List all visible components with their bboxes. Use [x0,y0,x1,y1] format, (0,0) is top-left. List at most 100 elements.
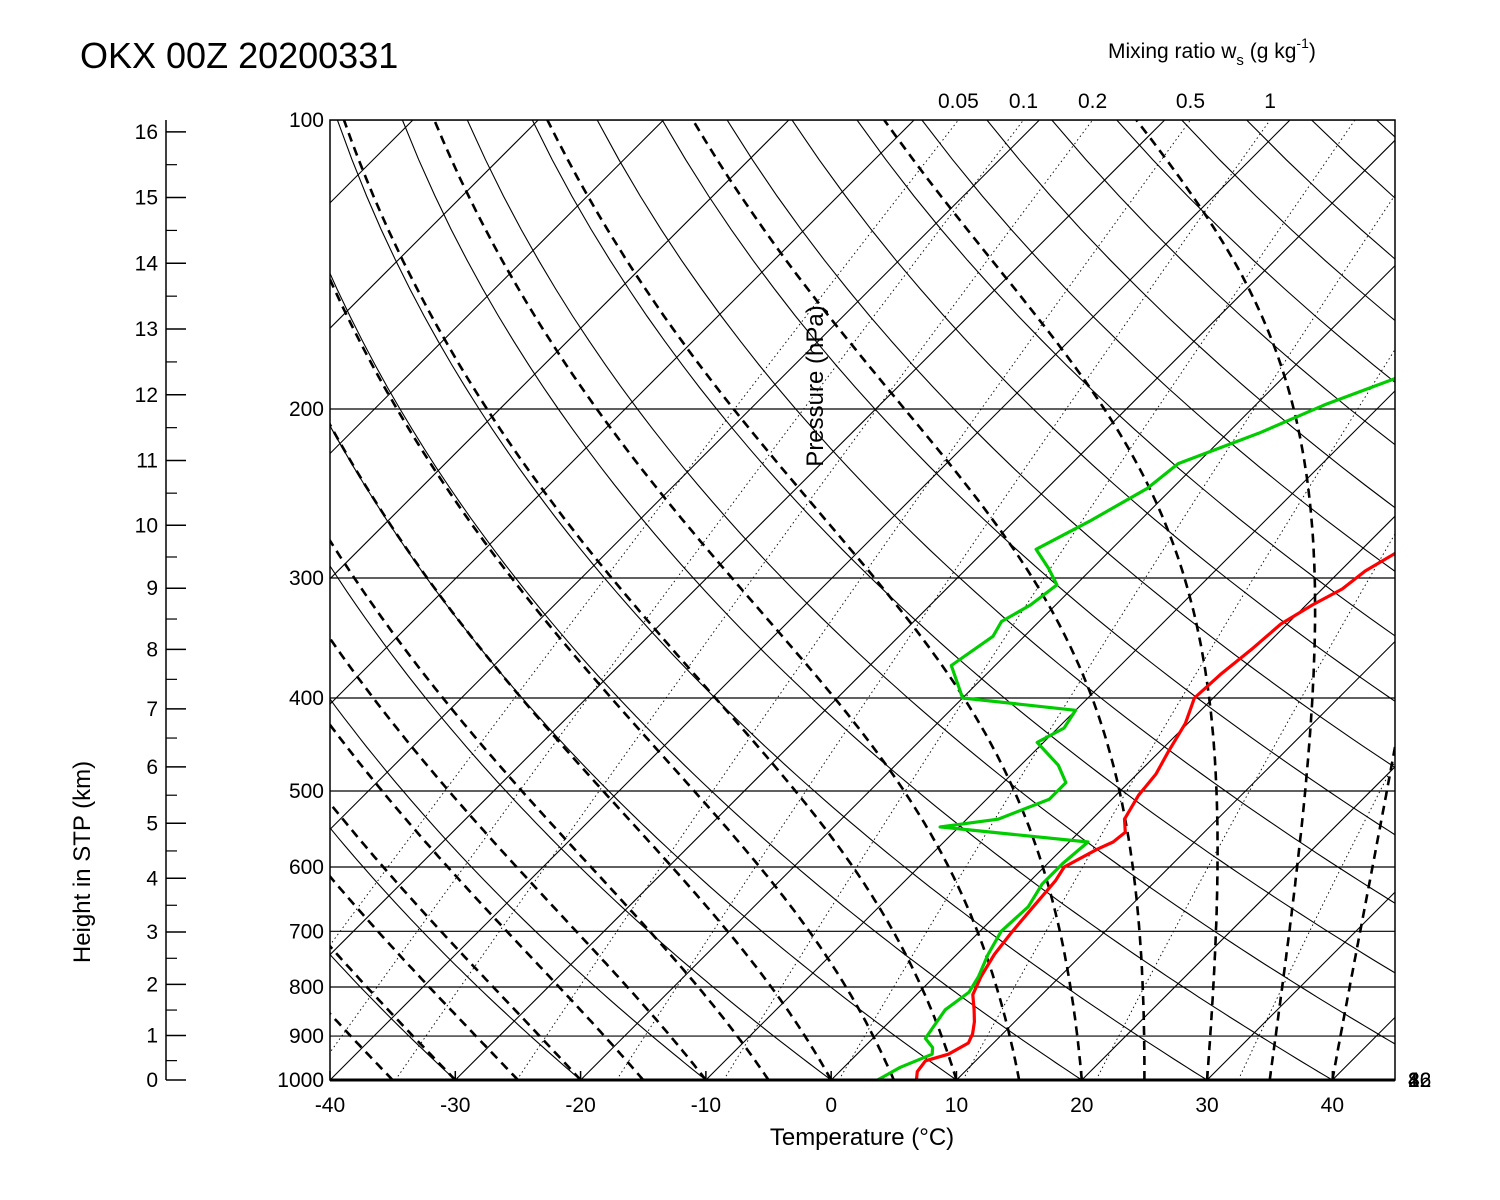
isotherm-line [330,120,1040,831]
dry-adiabat-line [986,120,1395,509]
dry-adiabat-line [1441,120,1500,1080]
dry-adiabat-line [921,120,1395,573]
height-tick-label: 5 [146,812,158,835]
isotherm-line [1206,891,1395,1080]
dry-adiabat-line [726,120,1395,769]
axis-labels: -40 -30 -20 -10 0 10 20 30 401002003004005006007… [135,90,1432,1117]
mixing-ratio-title-text: Mixing ratio w [1108,40,1237,63]
mixing-ratio-top-label: 0.5 [1176,90,1205,113]
x-axis-title: Temperature (°C) [770,1124,954,1151]
pressure-tick-label: 500 [289,780,324,803]
mixing-ratio-title-sub: s [1236,52,1244,69]
x-tick-label: -20 [565,1094,595,1117]
pressure-axis-title: Pressure (hPa) [802,305,829,466]
moist-adiabat-line [330,1011,394,1080]
height-tick-label: 11 [136,450,158,473]
mixing-ratio-title-end: ) [1309,40,1316,63]
moist-adiabat-line [330,276,895,1080]
height-tick-label: 14 [135,252,159,275]
dry-adiabat-line [1246,120,1395,260]
moist-adiabat-line [330,722,645,1080]
isotherm-line [330,120,1166,956]
dry-adiabat-line [401,120,1333,1080]
mixing-ratio-line [1095,533,1395,1080]
mixing-ratio-lines [330,120,1395,1080]
pressure-tick-label: 600 [289,856,324,879]
isotherm-line [330,120,790,580]
moist-adiabat-line [433,120,1021,1080]
isotherm-line [330,120,664,455]
dry-adiabat-line [856,120,1395,637]
height-tick-label: 10 [135,514,158,537]
pressure-tick-label: 200 [289,398,324,421]
height-tick-label: 8 [146,638,158,661]
pressure-tick-label: 900 [289,1025,324,1048]
pressure-tick-label: 700 [289,920,324,943]
moist-adiabat-line [1135,120,1317,1080]
moist-adiabat-line [1331,739,1395,1080]
height-tick-label: 0 [146,1069,158,1092]
isotherm-line [454,139,1395,1080]
isotherm-line [956,640,1395,1080]
dry-adiabat-line [1181,120,1395,322]
height-tick-label: 7 [146,698,158,721]
height-tick-label: 4 [146,867,158,890]
plot-area [0,120,1500,1080]
moist-adiabat-line [546,120,1084,1080]
dry-adiabat-line [330,565,832,1080]
mixing-ratio-top-label: 0.2 [1078,90,1107,113]
moist-adiabat-line [0,120,79,1080]
dry-adiabat-line [596,120,1395,904]
mixing-ratio-title-exp: -1 [1296,35,1309,51]
height-tick-label: 1 [146,1024,158,1047]
mixing-ratio-title-units: (g kg [1244,40,1297,63]
moist-adiabat-line [330,874,519,1080]
dry-adiabat-line [330,953,456,1080]
moist-adiabat-lines [0,120,1395,1080]
mixing-ratio-line [616,120,1271,1080]
mixing-ratio-line [394,120,1093,1080]
height-tick-label: 6 [146,756,158,779]
height-axis-title: Height in STP (km) [69,761,96,963]
moist-adiabat-line [330,538,770,1080]
mixing-ratio-line [838,194,1395,1080]
isotherm-line [580,264,1395,1080]
x-tick-label: -30 [440,1094,470,1117]
isotherm-line [330,120,414,204]
mixing-ratio-right-label: 16 [1408,1069,1431,1092]
mixing-ratio-line [330,120,1024,1054]
isotherm-line [330,120,1291,1080]
mixing-ratio-line [962,348,1395,1080]
dry-adiabat-line [531,120,1395,974]
isotherm-line [1081,766,1395,1080]
dry-adiabat-line [1116,120,1395,384]
dry-adiabat-line [661,120,1395,836]
dry-adiabat-line [466,120,1395,1045]
mixing-ratio-line [516,120,1191,1080]
mixing-ratio-right-label: 2 [1408,1069,1420,1092]
isotherm-line [1458,120,1500,1080]
x-tick-label: 10 [945,1094,968,1117]
mixing-ratio-right-label: 4 [1408,1069,1420,1092]
pressure-tick-label: 400 [289,687,324,710]
pressure-tick-label: 800 [289,976,324,999]
height-tick-label: 12 [135,384,158,407]
isotherm-line [330,120,539,329]
dry-adiabat-line [330,272,1083,1080]
moist-adiabat-line [691,120,1146,1080]
mixing-ratio-top-label: 0.05 [938,90,979,113]
temperature-line [914,551,1395,1080]
sounding-series [876,376,1395,1080]
dry-adiabat-line [330,1079,331,1080]
pressure-tick-label: 300 [289,567,324,590]
dry-adiabat-line [330,827,581,1080]
height-tick-label: 9 [146,577,158,600]
height-tick-label: 3 [146,921,158,944]
isobar-lines [330,120,1395,1080]
dewpoint-line [876,376,1395,1080]
x-tick-label: 30 [1195,1094,1218,1117]
mixing-ratio-right-label: 8 [1408,1069,1420,1092]
moist-adiabat-line [883,120,1219,1080]
dry-adiabat-line [330,698,707,1080]
